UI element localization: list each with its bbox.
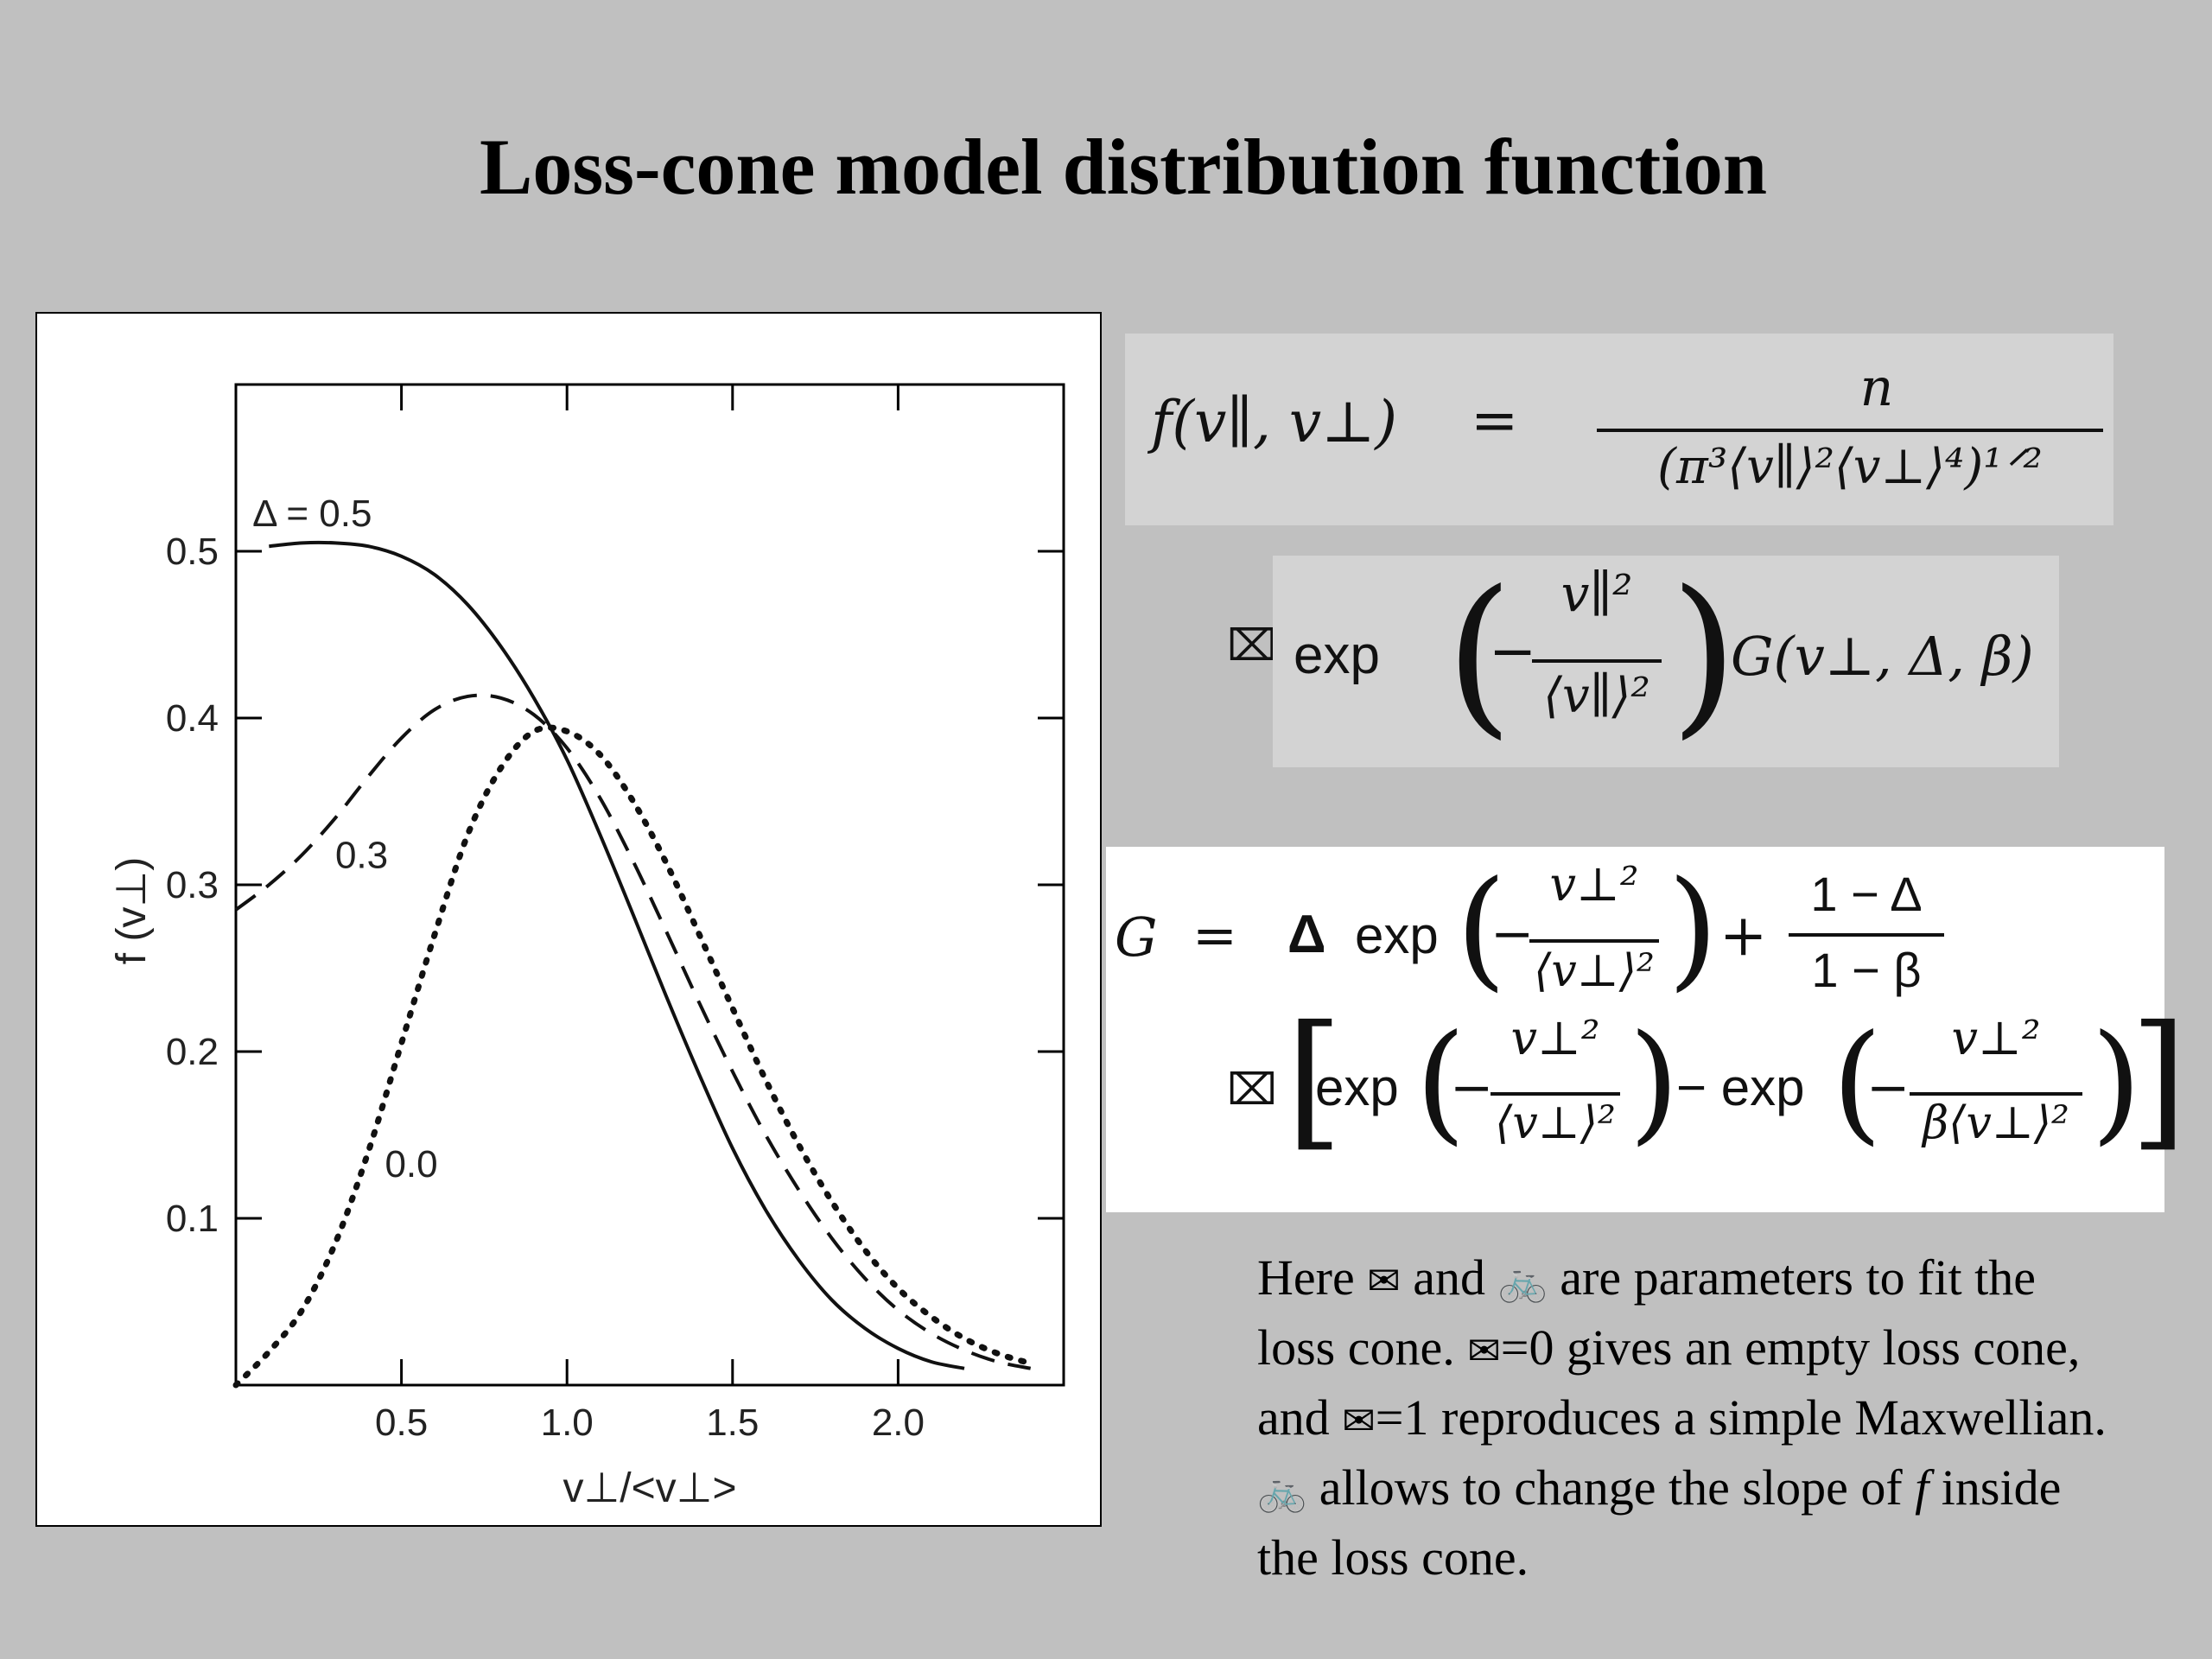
eq3-exp2: exp bbox=[1315, 1058, 1399, 1116]
eq3-fraction-bar-3 bbox=[1491, 1092, 1620, 1096]
series-line bbox=[269, 540, 965, 1370]
eq3-paren1-right: ) bbox=[1668, 854, 1719, 1004]
eq2-numerator: v∥² bbox=[1560, 564, 1633, 623]
y-tick-label: 0.2 bbox=[166, 1031, 219, 1073]
y-tick-label: 0.1 bbox=[166, 1198, 219, 1240]
eq3-frac-den: 1 − β bbox=[1811, 943, 1922, 997]
x-axis-label: v⊥/<v⊥> bbox=[563, 1465, 736, 1511]
eq3-paren2-left: ( bbox=[1415, 1007, 1466, 1158]
eq3-num1: v⊥² bbox=[1549, 857, 1639, 912]
caption-part: allows to change the slope of bbox=[1306, 1459, 1916, 1516]
eq1-fraction-bar bbox=[1597, 429, 2103, 432]
caption-f: f bbox=[1915, 1459, 1929, 1516]
eq2-minus: − bbox=[1489, 618, 1537, 684]
eq3-minus-exp: − exp bbox=[1676, 1058, 1805, 1116]
slide-title: Loss-cone model distribution function bbox=[479, 123, 1768, 211]
eq3-paren1-left: ( bbox=[1456, 854, 1507, 1004]
eq2-fraction-bar bbox=[1532, 659, 1662, 663]
caption-text: Here ✉ and 🚲 are parameters to fit the l… bbox=[1257, 1244, 2121, 1591]
missing-glyph-icon: ⌧ bbox=[1227, 620, 1277, 671]
caption-part: and bbox=[1400, 1249, 1498, 1306]
caption-part: Here bbox=[1257, 1249, 1368, 1306]
caption-part: =0 gives an empty loss cone, and bbox=[1257, 1319, 2081, 1446]
eq3-delta: Δ bbox=[1287, 905, 1326, 964]
eq3-plus: + bbox=[1719, 902, 1768, 969]
chart: 0.5 1.0 1.5 2.0 0.1 0.2 0.3 0.4 0.5 v⊥/<v⊥> f (v⊥)… bbox=[109, 383, 1065, 1511]
x-tick-label: 1.0 bbox=[541, 1402, 594, 1444]
caption-part: are parameters to fit the loss cone. bbox=[1257, 1249, 2036, 1376]
caption-part: =1 reproduces a simple Maxwellian. bbox=[1375, 1389, 2107, 1446]
eq3-fraction-bar-1 bbox=[1529, 939, 1659, 943]
series-label: Δ = 0.5 bbox=[252, 493, 372, 535]
y-tick-label: 0.5 bbox=[166, 531, 219, 573]
envelope-icon: ✉ bbox=[1367, 1257, 1401, 1304]
envelope-icon: ✉ bbox=[1342, 1397, 1376, 1444]
eq2-tail: G(v⊥, Δ, β) bbox=[1731, 625, 2034, 688]
eq3-den3: β⟨v⊥⟩² bbox=[1923, 1097, 2069, 1149]
series-line bbox=[234, 693, 1032, 1370]
caption-part: inside the loss cone. bbox=[1257, 1459, 2062, 1586]
series-label: 0.3 bbox=[335, 835, 388, 877]
eq1-denominator: (π³⟨v∥⟩²⟨v⊥⟩⁴)¹ᐟ² bbox=[1657, 439, 2043, 495]
eq1-equals: = bbox=[1471, 387, 1519, 454]
eq1-lhs: f(v∥, v⊥) bbox=[1151, 389, 1398, 455]
eq3-minus3: − bbox=[1866, 1058, 1910, 1118]
chart-panel: 0.5 1.0 1.5 2.0 0.1 0.2 0.3 0.4 0.5 v⊥/<v⊥> f (v⊥)… bbox=[35, 312, 1102, 1527]
eq3-equals: = bbox=[1192, 904, 1237, 967]
series-label: 0.0 bbox=[385, 1143, 437, 1185]
eq3-minus2: − bbox=[1450, 1058, 1494, 1118]
eq2-left-paren: ( bbox=[1446, 554, 1514, 755]
x-tick-label: 2.0 bbox=[872, 1402, 925, 1444]
bicycle-icon: 🚲 bbox=[1497, 1257, 1548, 1304]
eq3-paren3-left: ( bbox=[1832, 1007, 1883, 1158]
series-line bbox=[232, 724, 1034, 1389]
eq3-G: G bbox=[1115, 906, 1158, 969]
y-tick-label: 0.3 bbox=[166, 864, 219, 906]
eq3-bracket-right: ] bbox=[2130, 995, 2188, 1166]
eq3-den2: ⟨v⊥⟩² bbox=[1495, 1097, 1616, 1149]
eq3-num2: v⊥² bbox=[1510, 1011, 1600, 1065]
equation-3: G = Δ exp ( − v⊥² ⟨v⊥⟩² ) + 1 − Δ 1 − β … bbox=[1106, 847, 2187, 1212]
y-tick-label: 0.4 bbox=[166, 697, 219, 740]
y-axis-label: f (v⊥) bbox=[109, 857, 155, 964]
equation-1: f(v∥, v⊥) = n (π³⟨v∥⟩²⟨v⊥⟩⁴)¹ᐟ² bbox=[1125, 334, 2113, 525]
eq3-paren2-right: ) bbox=[1629, 1007, 1680, 1158]
eq3-paren3-right: ) bbox=[2091, 1007, 2142, 1158]
x-tick-label: 1.5 bbox=[706, 1402, 759, 1444]
eq2-exp: exp bbox=[1294, 626, 1380, 685]
eq3-bracket-left: [ bbox=[1286, 995, 1344, 1166]
x-tick-label: 0.5 bbox=[375, 1402, 428, 1444]
eq3-fraction-bar-2 bbox=[1789, 933, 1944, 937]
eq3-minus1: − bbox=[1491, 904, 1535, 964]
equation-2: exp ( − v∥² ⟨v∥⟩² ) G(v⊥, Δ, β) bbox=[1273, 556, 2059, 767]
eq3-frac-num: 1 − Δ bbox=[1810, 867, 1923, 921]
eq1-numerator: n bbox=[1859, 358, 1894, 418]
eq3-den1: ⟨v⊥⟩² bbox=[1534, 945, 1655, 997]
eq3-num3: v⊥² bbox=[1951, 1011, 2041, 1065]
eq3-exp1: exp bbox=[1355, 906, 1439, 964]
missing-glyph-icon: ⌧ bbox=[1227, 1065, 1277, 1115]
eq3-fraction-bar-4 bbox=[1910, 1092, 2082, 1096]
eq2-right-paren: ) bbox=[1670, 554, 1738, 755]
bicycle-icon: 🚲 bbox=[1257, 1467, 1307, 1514]
eq2-denominator: ⟨v∥⟩² bbox=[1543, 668, 1650, 724]
envelope-icon: ✉ bbox=[1467, 1327, 1501, 1374]
